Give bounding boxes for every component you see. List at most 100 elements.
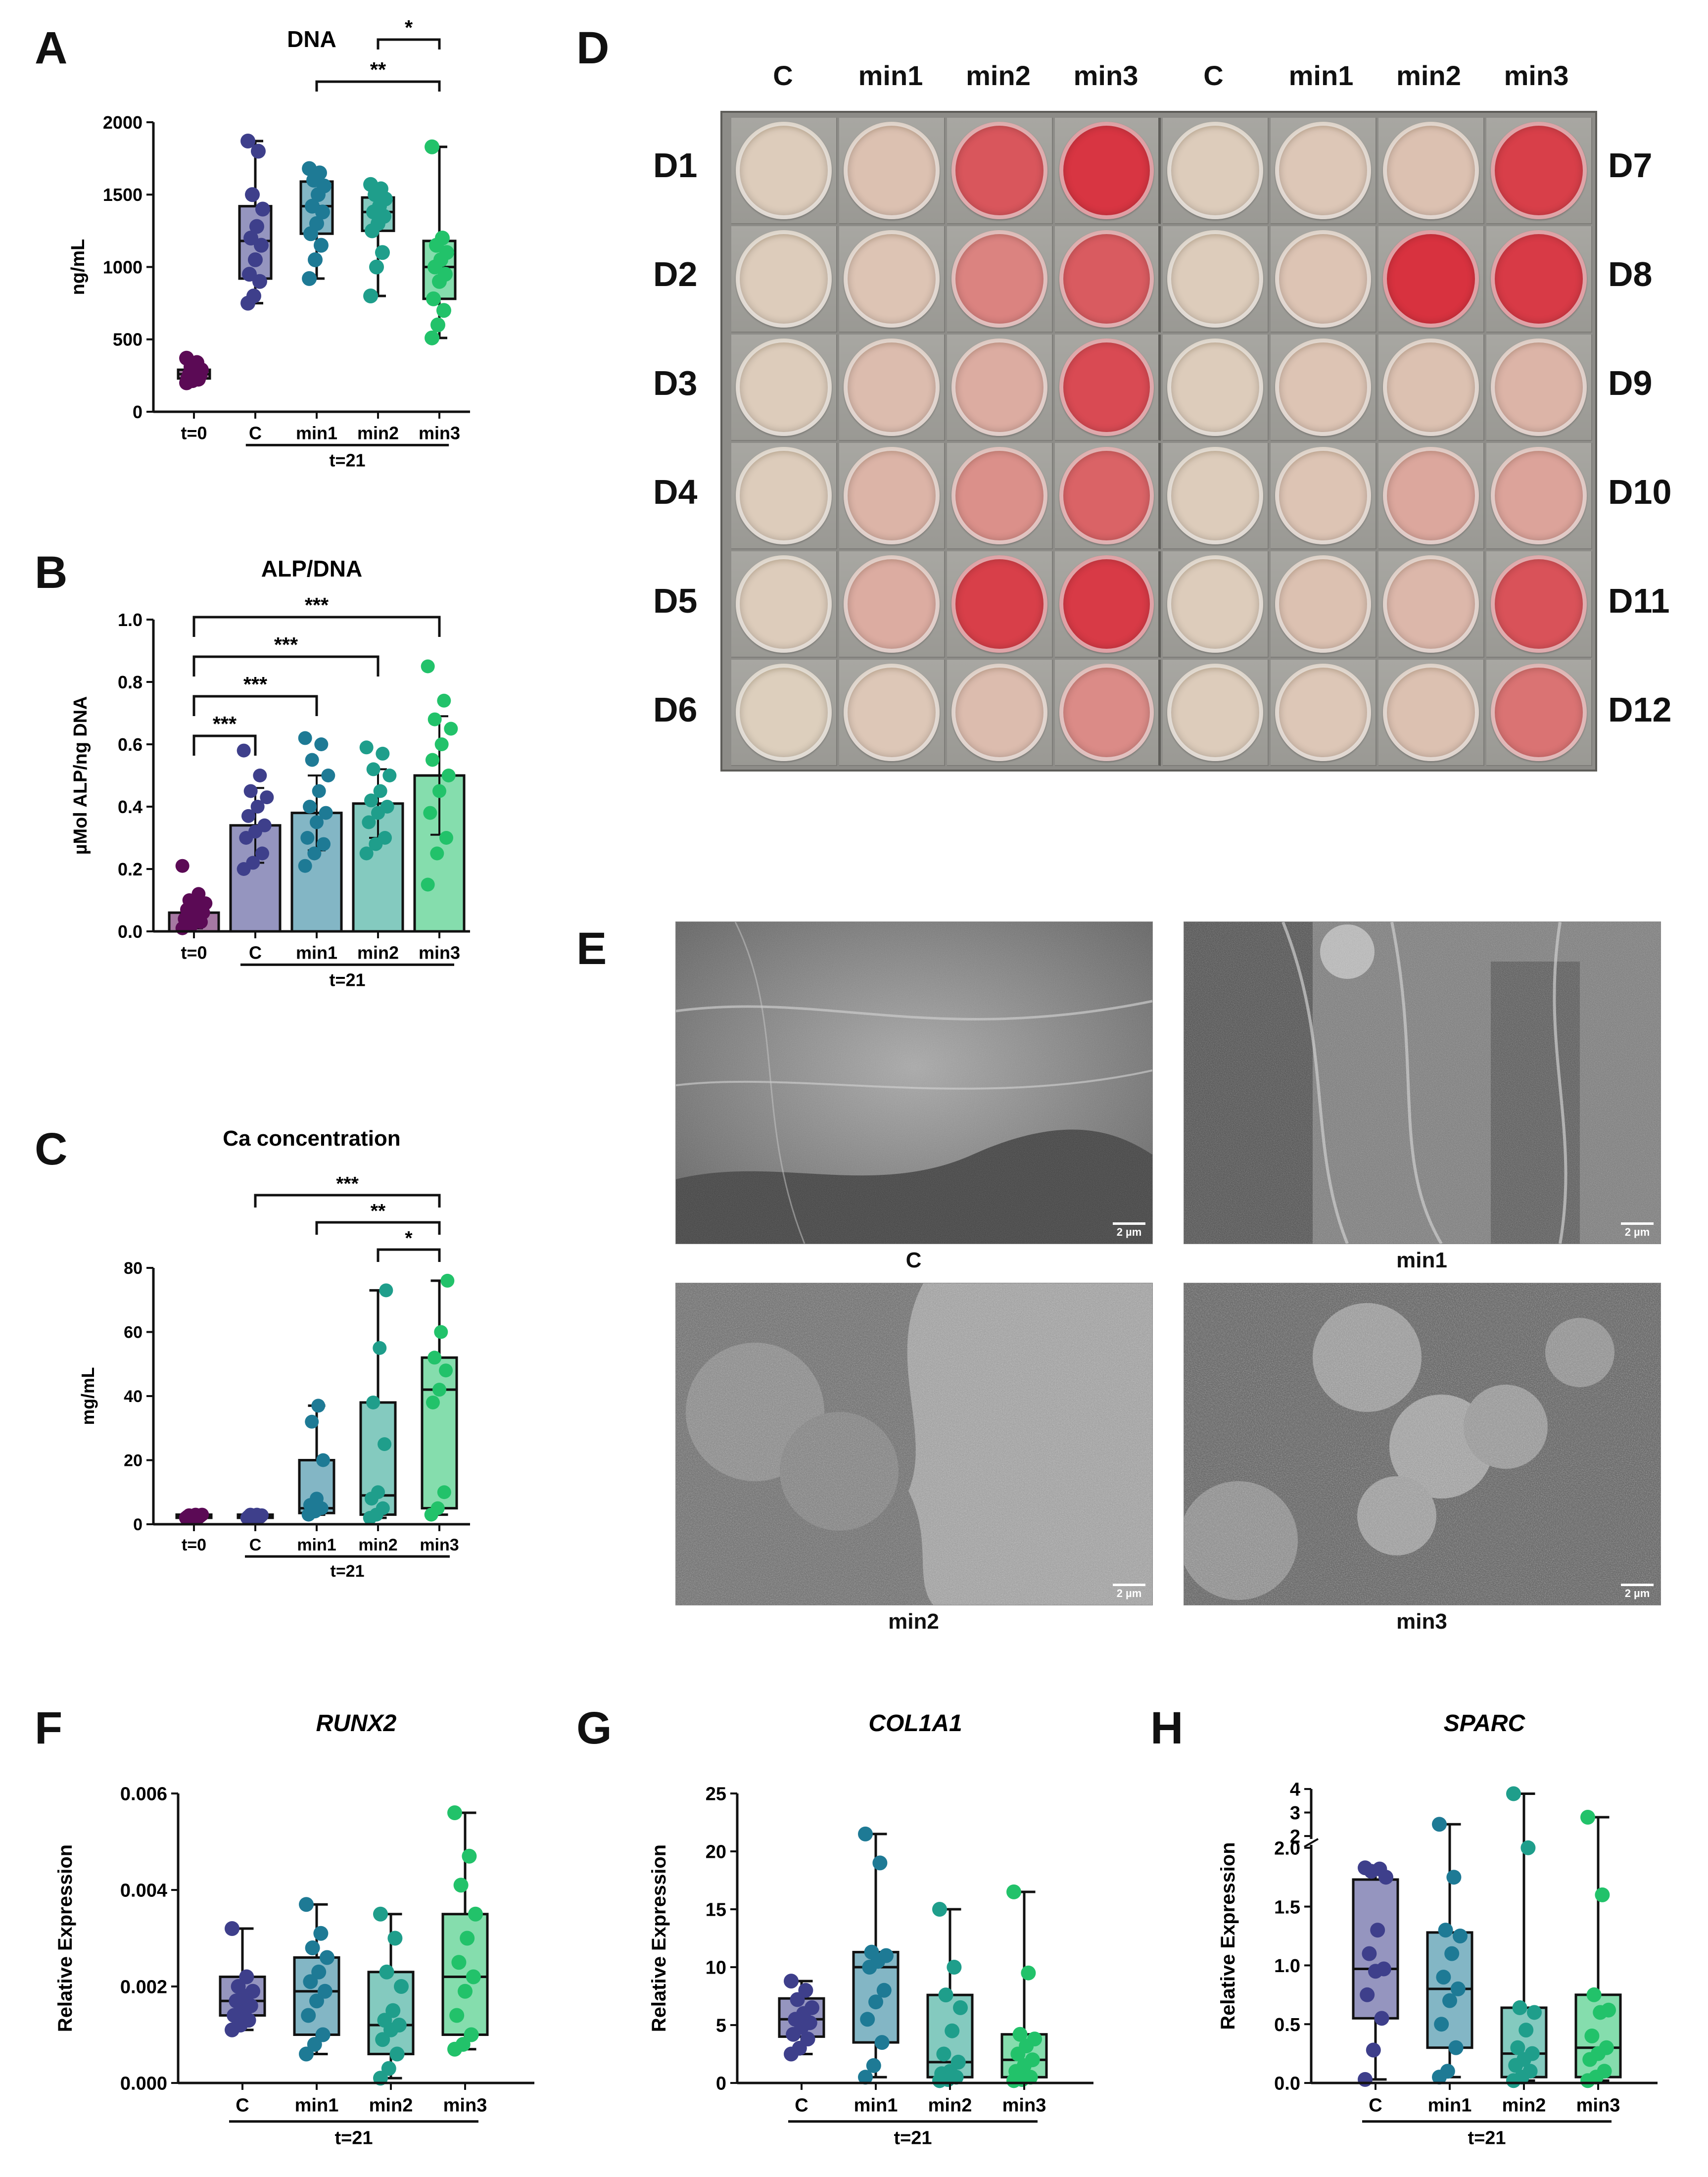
y-tick-label: 0.002 bbox=[120, 1977, 167, 1998]
data-point bbox=[876, 1983, 892, 1998]
chart-alp-dna: ALP/DNA 0.0 0.2 0.4 0.6 0.8 1.0 µMol ALP/ng DNA… bbox=[70, 556, 470, 990]
well bbox=[1059, 664, 1154, 761]
well-cell bbox=[947, 335, 1053, 441]
data-point bbox=[425, 139, 440, 154]
data-point bbox=[1601, 2002, 1616, 2018]
well-cell bbox=[947, 226, 1053, 333]
well-plate bbox=[720, 111, 1597, 772]
plate-column-label: C bbox=[773, 60, 793, 91]
data-point bbox=[310, 815, 324, 829]
well-cell bbox=[731, 335, 837, 441]
data-point bbox=[872, 1855, 888, 1871]
data-point bbox=[1374, 2011, 1389, 2026]
well-cell bbox=[947, 118, 1053, 224]
data-point bbox=[175, 859, 190, 873]
well bbox=[951, 230, 1047, 328]
group-label: t=21 bbox=[329, 450, 365, 471]
data-point bbox=[302, 271, 317, 286]
well-cell bbox=[839, 443, 945, 549]
data-point bbox=[1453, 1929, 1468, 1943]
data-point bbox=[444, 722, 458, 736]
data-point bbox=[309, 216, 324, 231]
chart-runx2: RUNX2 0.000 0.002 0.004 0.006 Relative Expres… bbox=[54, 1710, 534, 2148]
chart-title: RUNX2 bbox=[316, 1710, 397, 1737]
x-tick-label: min2 bbox=[357, 423, 399, 443]
y-tick-label: 5 bbox=[716, 2016, 726, 2036]
well-cell bbox=[1163, 551, 1269, 658]
data-point bbox=[439, 245, 454, 260]
x-tick-label: min1 bbox=[296, 942, 337, 963]
data-point bbox=[432, 784, 446, 798]
axis-break-mark bbox=[1304, 1838, 1319, 1848]
significance-stars: *** bbox=[274, 633, 298, 656]
y-tick-label: 0.004 bbox=[120, 1881, 167, 1901]
x-tick-label: min1 bbox=[295, 2095, 339, 2116]
data-point bbox=[253, 769, 267, 782]
data-point bbox=[301, 2008, 316, 2023]
sem-caption-min1: min1 bbox=[1396, 1248, 1447, 1272]
data-point bbox=[430, 1501, 445, 1515]
plate-row-label-left: D4 bbox=[653, 473, 698, 511]
well bbox=[1059, 447, 1154, 544]
data-point bbox=[1021, 1965, 1036, 1981]
y-tick-label: 2.0 bbox=[1274, 1838, 1300, 1859]
well-cell bbox=[1486, 226, 1592, 333]
data-point bbox=[249, 219, 264, 234]
x-tick-label: min1 bbox=[297, 1536, 336, 1554]
plate-right-labels: D7 D8 D9 D10 D11 D12 bbox=[1603, 111, 1707, 772]
data-point bbox=[1012, 2027, 1028, 2042]
y-tick-label: 20 bbox=[124, 1451, 142, 1470]
data-point bbox=[426, 1395, 440, 1409]
plate-column-label: min2 bbox=[1396, 60, 1461, 91]
y-tick-label: 4 bbox=[1290, 1780, 1300, 1800]
data-point bbox=[310, 1492, 324, 1506]
sem-texture-c bbox=[676, 922, 1152, 1244]
x-tick-label: min1 bbox=[1428, 2095, 1472, 2116]
well bbox=[736, 339, 832, 436]
well-cell bbox=[1163, 660, 1269, 766]
y-tick-label: 80 bbox=[124, 1259, 142, 1278]
data-point bbox=[953, 2000, 968, 2015]
data-point bbox=[309, 1993, 324, 2009]
y-tick-label: 0.2 bbox=[118, 859, 142, 879]
group-label: t=21 bbox=[331, 1562, 365, 1581]
scale-bar: 2 µm bbox=[1113, 1222, 1145, 1239]
sem-texture-min3 bbox=[1184, 1283, 1661, 1605]
well-cell bbox=[1486, 335, 1592, 441]
data-point bbox=[364, 793, 378, 808]
x-tick-label: min2 bbox=[369, 2095, 413, 2116]
data-point bbox=[1372, 1861, 1387, 1877]
data-point bbox=[359, 846, 374, 861]
well bbox=[844, 339, 940, 436]
scale-bar: 2 µm bbox=[1621, 1584, 1654, 1600]
well-cell bbox=[1486, 443, 1592, 549]
well-cell bbox=[1486, 118, 1592, 224]
well-cell bbox=[731, 443, 837, 549]
well bbox=[1491, 339, 1587, 436]
well-cell bbox=[1055, 443, 1161, 549]
chart-sparc: SPARC 0.0 0.5 1.0 1.5 2.02 3 4 Relative Expressi… bbox=[1217, 1710, 1658, 2148]
well bbox=[1275, 664, 1371, 761]
x-tick-label: min3 bbox=[419, 423, 460, 443]
x-tick-label: min3 bbox=[443, 2095, 487, 2116]
data-point bbox=[305, 198, 320, 214]
data-point bbox=[252, 274, 267, 289]
data-point bbox=[241, 809, 255, 823]
data-point bbox=[299, 2046, 314, 2062]
well-cell bbox=[1271, 443, 1376, 549]
significance-bracket bbox=[254, 1194, 441, 1208]
data-point bbox=[179, 350, 194, 366]
data-point bbox=[363, 177, 379, 192]
panel-letter-g: G bbox=[576, 1703, 612, 1753]
significance-bracket bbox=[377, 1248, 441, 1262]
data-point bbox=[455, 2037, 471, 2052]
data-point bbox=[1376, 1961, 1391, 1977]
data-point bbox=[1358, 1860, 1373, 1876]
well bbox=[1059, 122, 1154, 219]
panel-letter-d: D bbox=[576, 23, 610, 73]
data-point bbox=[303, 1974, 318, 1989]
well bbox=[1275, 339, 1371, 436]
data-point bbox=[460, 1931, 475, 1946]
y-tick-label: 3 bbox=[1290, 1803, 1300, 1824]
